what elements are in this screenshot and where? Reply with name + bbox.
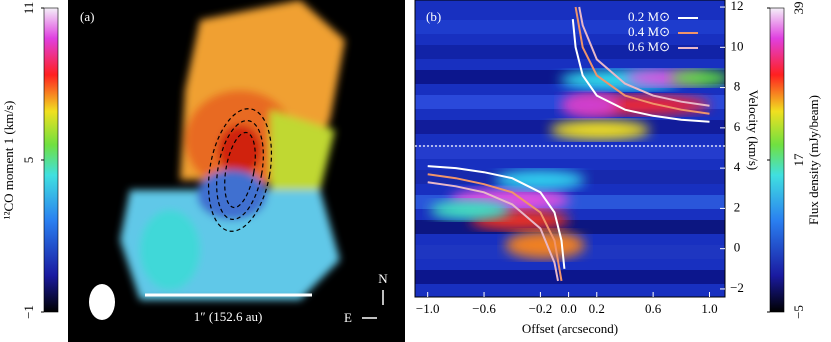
mass-curve [427, 6, 710, 282]
colorbar-tick-label: −5 [791, 305, 806, 319]
pv-emission [670, 70, 725, 86]
pv-emission [430, 200, 510, 220]
pv-emission [495, 170, 585, 190]
x-tick-label: −0.6 [472, 301, 496, 316]
pv-band [415, 20, 725, 34]
y-tick-label: 12 [731, 0, 744, 13]
pv-band [415, 220, 725, 234]
legend-label: 0.4 M⊙ [628, 24, 670, 39]
y-axis-label: Velocity (km/s) [746, 90, 761, 171]
panel-label: (a) [80, 9, 94, 24]
y-tick-label: 10 [731, 38, 744, 53]
colorbar-tick-label: 11 [21, 2, 36, 15]
pv-band [415, 145, 725, 159]
colorbar-tick-label: −1 [21, 305, 36, 319]
plot-frame [414, 0, 726, 298]
x-tick-label: 0.0 [560, 301, 576, 316]
colorbar-label: Flux density (mJy/beam) [806, 95, 821, 225]
pv-plot: −1.0 −0.6 −0.2 0.0 0.2 0.6 1.0 −2 0 2 4 6 8 10 12 Offse… [414, 0, 761, 336]
mass-curve [427, 6, 710, 282]
x-axis-label: Offset (arcsecond) [522, 321, 618, 336]
pv-emission [560, 93, 620, 117]
east-label: E [344, 310, 352, 325]
colorbar [769, 7, 785, 313]
y-tick-label: 0 [734, 240, 741, 255]
moment-map [68, 0, 405, 342]
x-tick-label: 0.6 [645, 301, 662, 316]
x-tick-label: 0.2 [589, 301, 605, 316]
colorbar [43, 7, 59, 313]
x-tick-label: −0.2 [529, 301, 553, 316]
legend-label: 0.2 M⊙ [628, 9, 670, 24]
panel-label: (b) [426, 9, 441, 24]
colorbar-tick-label: 5 [21, 157, 36, 164]
scale-label: 1″ (152.6 au) [194, 309, 263, 324]
pv-image [415, 0, 725, 297]
north-label: N [378, 271, 388, 286]
colorbar-tick-label: 39 [791, 2, 806, 15]
colorbar-tick-label: 17 [791, 153, 806, 167]
x-tick-label: −1.0 [416, 301, 440, 316]
y-tick-label: 2 [734, 199, 741, 214]
pv-emission [505, 231, 585, 259]
legend-label: 0.6 M⊙ [628, 39, 670, 54]
y-tick-label: 4 [734, 159, 741, 174]
pv-emission [550, 120, 650, 140]
colorbar-label: ¹²CO moment 1 (km/s) [1, 101, 16, 220]
pv-band [415, 45, 725, 59]
y-tick-label: 8 [734, 79, 741, 94]
pv-band [415, 270, 725, 284]
x-tick-label: 1.0 [701, 301, 717, 316]
mass-curve [427, 19, 710, 269]
y-tick-label: 6 [734, 119, 741, 134]
y-tick-label: −2 [730, 280, 744, 295]
